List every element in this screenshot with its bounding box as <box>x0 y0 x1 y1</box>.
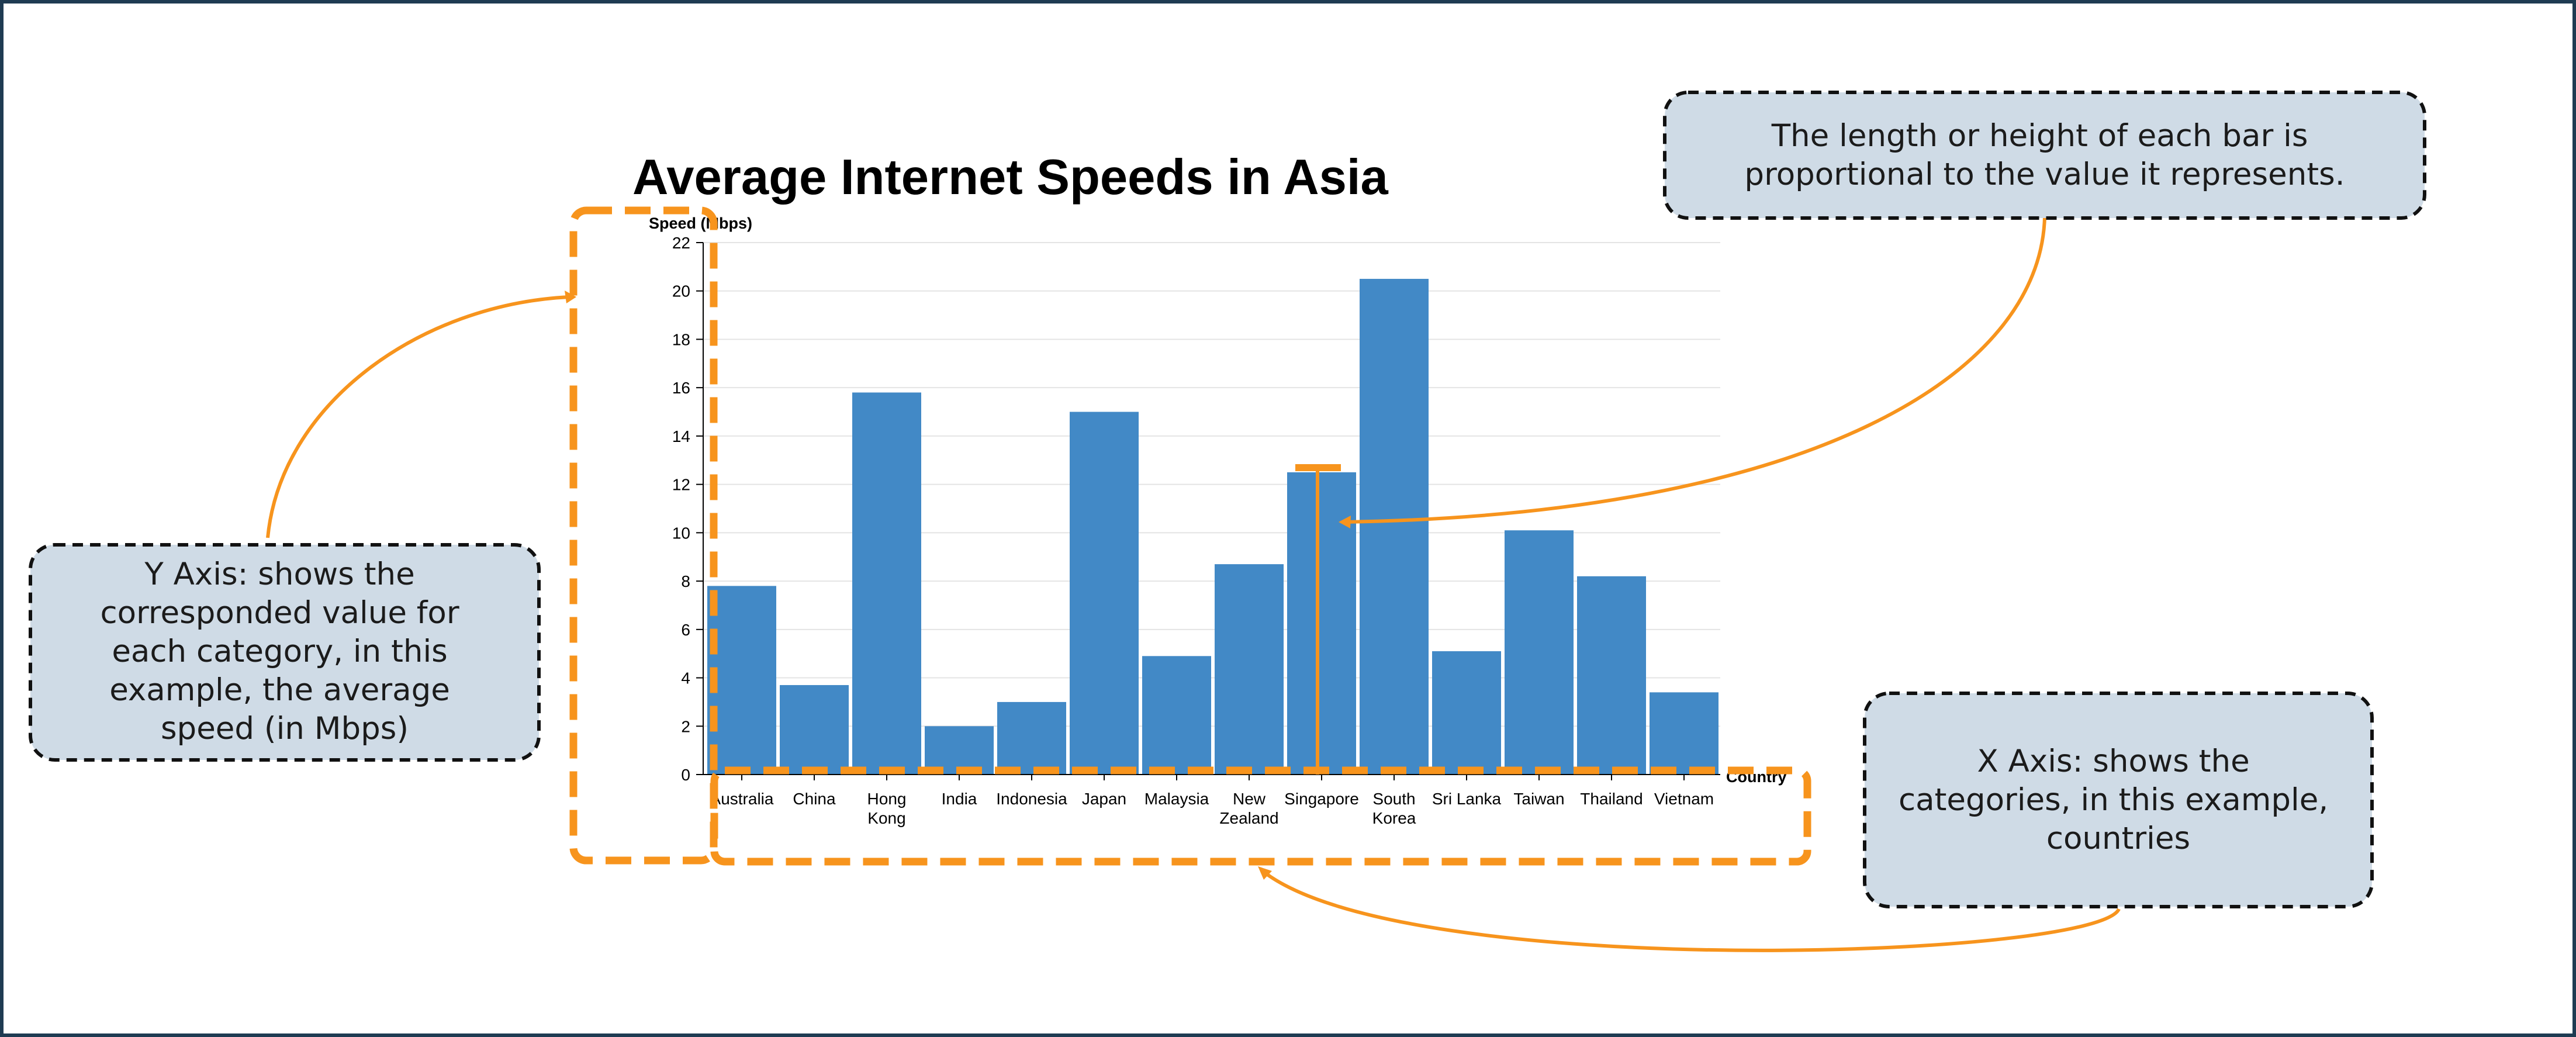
bar <box>1215 564 1284 775</box>
bar <box>1142 656 1211 775</box>
y-tick-label: 8 <box>681 572 690 590</box>
y-tick-label: 2 <box>681 717 690 735</box>
bar-height-bracket <box>1295 464 1341 775</box>
callout-y-axis-box <box>29 543 541 762</box>
bar <box>1070 412 1139 775</box>
callout-x-axis-line: countries <box>2046 821 2190 856</box>
bar <box>780 685 849 775</box>
y-tick-label: 14 <box>672 427 690 445</box>
connector-arrowheads <box>565 291 1351 880</box>
y-tick-label: 22 <box>672 234 690 252</box>
callout-x-axis-line: X Axis: shows the <box>1977 744 2249 779</box>
x-tick-label: Malaysia <box>1144 790 1209 808</box>
x-tick-label: Hong <box>867 790 907 808</box>
svg-text:X Axis: shows the catego: X Axis: shows the categories, in this ex… <box>1899 744 2338 856</box>
y-tick-label: 6 <box>681 621 690 639</box>
callout-bar-length-box <box>1663 91 2426 220</box>
annotation-highlights <box>266 206 2121 952</box>
bars <box>707 279 1719 775</box>
y-tick-label: 18 <box>672 330 690 348</box>
callout-x-axis: X Axis: shows the categories, in this ex… <box>1863 692 2374 908</box>
callout-y-axis-line: corresponded value for <box>100 595 459 631</box>
callout-y-axis: Y Axis: shows the corresponded value for… <box>29 543 541 762</box>
y-axis: 0 2 4 6 8 10 12 14 16 18 20 22 <box>672 234 704 784</box>
bar <box>1505 530 1574 775</box>
bar <box>1432 651 1501 775</box>
svg-text:The length or height of each b: The length or height of each bar is prop… <box>1744 118 2345 192</box>
y-tick-label: 12 <box>672 476 690 494</box>
x-tick-label: Taiwan <box>1513 790 1564 808</box>
x-tick-label: Singapore <box>1284 790 1359 808</box>
x-tick-label: New <box>1233 790 1266 808</box>
bar <box>852 392 921 775</box>
x-tick-label: China <box>793 790 836 808</box>
x-tick-label: Zealand <box>1219 809 1278 827</box>
callout-bar-length-line: proportional to the value it represents. <box>1744 157 2345 192</box>
callout-y-axis-line: each category, in this <box>112 634 447 669</box>
bar <box>1287 472 1356 775</box>
callout-bar-length: The length or height of each bar is prop… <box>1663 91 2426 220</box>
y-tick-label: 16 <box>672 379 690 397</box>
bar <box>707 586 776 775</box>
bar <box>1650 692 1719 775</box>
y-tick-label: 20 <box>672 282 690 300</box>
y-tick-label: 0 <box>681 766 690 784</box>
x-tick-label: Vietnam <box>1654 790 1714 808</box>
x-axis-highlight-box <box>710 766 1811 866</box>
bar <box>997 701 1066 775</box>
x-tick-label: India <box>942 790 977 808</box>
bar <box>1577 576 1646 775</box>
bar <box>1360 279 1429 775</box>
x-tick-label: Kong <box>867 809 905 827</box>
callout-bar-length-line: The length or height of each bar is <box>1771 118 2308 154</box>
bar <box>925 726 994 775</box>
callout-y-axis-line: Y Axis: shows the <box>144 556 414 592</box>
callout-y-axis-line: speed (in Mbps) <box>161 711 409 746</box>
x-tick-label: Thailand <box>1580 790 1643 808</box>
y-tick-label: 10 <box>672 524 690 542</box>
chart-title: Average Internet Speeds in Asia <box>632 150 1388 205</box>
x-tick-label: Korea <box>1372 809 1416 827</box>
x-tick-label: Australia <box>710 790 774 808</box>
y-tick-label: 4 <box>681 669 690 687</box>
y-axis-highlight-box <box>569 206 718 865</box>
x-axis-connector <box>1261 869 2121 952</box>
svg-text:Y Axis: shows the corres: Y Axis: shows the corresponded value for… <box>100 556 469 746</box>
x-tick-label: Indonesia <box>996 790 1067 808</box>
x-tick-label: Sri Lanka <box>1432 790 1502 808</box>
x-tick-label: Japan <box>1082 790 1126 808</box>
callout-y-axis-line: example, the average <box>109 672 450 708</box>
y-axis-title: Speed (Mbps) <box>649 215 752 232</box>
callout-x-axis-line: categories, in this example, <box>1899 782 2328 818</box>
callout-x-axis-box <box>1863 692 2374 908</box>
bar-length-connector <box>1344 217 2046 524</box>
x-tick-label: South <box>1372 790 1415 808</box>
y-axis-connector <box>266 295 570 538</box>
